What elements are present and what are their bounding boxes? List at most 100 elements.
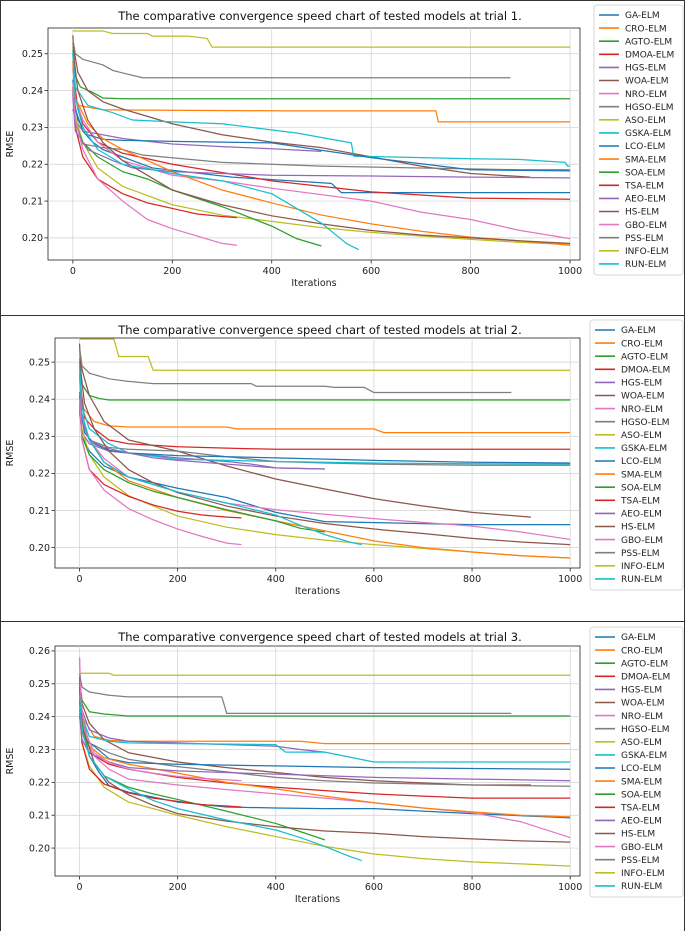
legend-label-info-elm: INFO-ELM xyxy=(625,247,669,257)
legend-label-hgs-elm: HGS-ELM xyxy=(621,379,662,389)
x-tick-label: 0 xyxy=(77,574,83,585)
series-line-soa-elm xyxy=(78,406,325,533)
series-line-gbo-elm xyxy=(78,657,242,782)
legend-label-soa-elm: SOA-ELM xyxy=(625,168,665,178)
legend-label-lco-elm: LCO-ELM xyxy=(621,457,661,467)
x-tick-label: 400 xyxy=(267,882,285,893)
y-tick-label: 0.23 xyxy=(29,432,50,443)
legend-label-gska-elm: GSKA-ELM xyxy=(625,129,671,139)
series-line-info-elm xyxy=(79,672,571,676)
legend-label-gbo-elm: GBO-ELM xyxy=(621,536,663,546)
legend-label-hgs-elm: HGS-ELM xyxy=(625,64,666,74)
y-tick-label: 0.22 xyxy=(29,469,50,480)
legend-label-gska-elm: GSKA-ELM xyxy=(621,751,667,761)
x-tick-label: 0 xyxy=(77,882,83,893)
series-line-woa-elm xyxy=(78,677,531,786)
series-line-info-elm xyxy=(79,338,571,371)
legend-label-hgso-elm: HGSO-ELM xyxy=(621,725,670,735)
series-line-run-elm xyxy=(78,696,362,862)
series-line-pss-elm xyxy=(78,673,512,714)
legend-frame xyxy=(589,626,684,898)
legend-label-sma-elm: SMA-ELM xyxy=(625,155,666,165)
chart-panel-2: 0 200 400 600 800 1000 0.20 0.21 0.22 0.23 0.24 0.2… xyxy=(0,315,685,622)
legend-label-info-elm: INFO-ELM xyxy=(621,869,665,879)
x-tick-label: 0 xyxy=(70,266,76,277)
series-line-info-elm xyxy=(72,30,571,48)
legend-label-run-elm: RUN-ELM xyxy=(621,882,662,892)
series-line-woa-elm xyxy=(72,42,531,178)
series-line-sma-elm xyxy=(72,61,571,246)
legend-label-pss-elm: PSS-ELM xyxy=(625,234,664,244)
legend: GA-ELM CRO-ELM AGTO-ELM DMOA-ELM HGS-ELM WOA-… xyxy=(589,626,684,898)
legend-label-agto-elm: AGTO-ELM xyxy=(625,37,672,47)
legend-label-lco-elm: LCO-ELM xyxy=(625,142,665,152)
y-axis-label: RMSE xyxy=(5,131,16,158)
chart-title: The comparative convergence speed chart … xyxy=(117,630,522,644)
series-line-gska-elm xyxy=(78,683,571,763)
legend-label-agto-elm: AGTO-ELM xyxy=(621,659,668,669)
series-line-pss-elm xyxy=(78,347,512,394)
x-tick-label: 800 xyxy=(462,266,480,277)
x-tick-label: 200 xyxy=(163,266,181,277)
x-tick-label: 400 xyxy=(267,574,285,585)
y-tick-label: 0.23 xyxy=(29,745,50,756)
x-tick-label: 1000 xyxy=(558,266,582,277)
series-line-gbo-elm xyxy=(78,399,242,546)
y-tick-label: 0.22 xyxy=(22,160,43,171)
series-line-dmoa-elm xyxy=(78,376,571,450)
legend-label-tsa-elm: TSA-ELM xyxy=(620,497,660,507)
y-tick-label: 0.26 xyxy=(29,646,50,657)
legend-label-soa-elm: SOA-ELM xyxy=(621,790,661,800)
legend-label-gbo-elm: GBO-ELM xyxy=(621,843,663,853)
x-tick-label: 600 xyxy=(365,574,383,585)
x-tick-label: 400 xyxy=(263,266,281,277)
series-line-run-elm xyxy=(78,365,362,546)
legend-label-pss-elm: PSS-ELM xyxy=(621,549,660,559)
legend-label-aso-elm: ASO-ELM xyxy=(625,116,666,126)
series-line-run-elm xyxy=(72,53,360,251)
y-tick-label: 0.24 xyxy=(29,712,50,723)
y-tick-label: 0.20 xyxy=(29,543,50,554)
legend-label-nro-elm: NRO-ELM xyxy=(621,405,663,415)
y-tick-label: 0.25 xyxy=(29,679,50,690)
legend-label-aeo-elm: AEO-ELM xyxy=(625,195,666,205)
legend-label-dmoa-elm: DMOA-ELM xyxy=(625,51,674,61)
series-group xyxy=(78,657,571,867)
legend-label-tsa-elm: TSA-ELM xyxy=(620,804,660,814)
chart-title: The comparative convergence speed chart … xyxy=(117,323,522,337)
legend-label-aeo-elm: AEO-ELM xyxy=(621,510,662,520)
plot-area xyxy=(47,27,581,261)
series-line-hgs-elm xyxy=(78,410,325,470)
series-line-gbo-elm xyxy=(72,83,238,246)
series-line-pss-elm xyxy=(72,38,511,79)
series-line-hs-elm xyxy=(78,343,571,546)
y-tick-label: 0.22 xyxy=(29,778,50,789)
series-line-gska-elm xyxy=(78,362,571,465)
series-line-hgso-elm xyxy=(72,108,571,171)
legend-label-tsa-elm: TSA-ELM xyxy=(624,182,664,192)
x-tick-label: 1000 xyxy=(558,882,582,893)
legend-label-cro-elm: CRO-ELM xyxy=(621,339,663,349)
series-line-lco-elm xyxy=(78,716,571,770)
series-line-gska-elm xyxy=(72,50,571,167)
legend-label-aso-elm: ASO-ELM xyxy=(621,738,662,748)
legend-label-dmoa-elm: DMOA-ELM xyxy=(621,366,670,376)
legend-label-hs-elm: HS-ELM xyxy=(621,830,655,840)
y-tick-label: 0.25 xyxy=(22,49,43,60)
y-tick-label: 0.21 xyxy=(29,811,50,822)
series-line-tsa-elm xyxy=(78,700,242,808)
series-line-soa-elm xyxy=(72,90,322,247)
x-axis-label: Iterations xyxy=(291,278,336,289)
y-tick-label: 0.25 xyxy=(29,357,50,368)
y-tick-label: 0.23 xyxy=(22,123,43,134)
x-axis-label: Iterations xyxy=(295,894,340,905)
x-tick-label: 800 xyxy=(463,574,481,585)
series-line-aeo-elm xyxy=(78,391,325,470)
legend-label-agto-elm: AGTO-ELM xyxy=(621,352,668,362)
legend-label-hgs-elm: HGS-ELM xyxy=(621,686,662,696)
y-tick-label: 0.20 xyxy=(22,233,43,244)
series-line-agto-elm xyxy=(72,53,571,100)
series-line-hs-elm xyxy=(72,35,571,245)
legend-label-hs-elm: HS-ELM xyxy=(621,523,655,533)
